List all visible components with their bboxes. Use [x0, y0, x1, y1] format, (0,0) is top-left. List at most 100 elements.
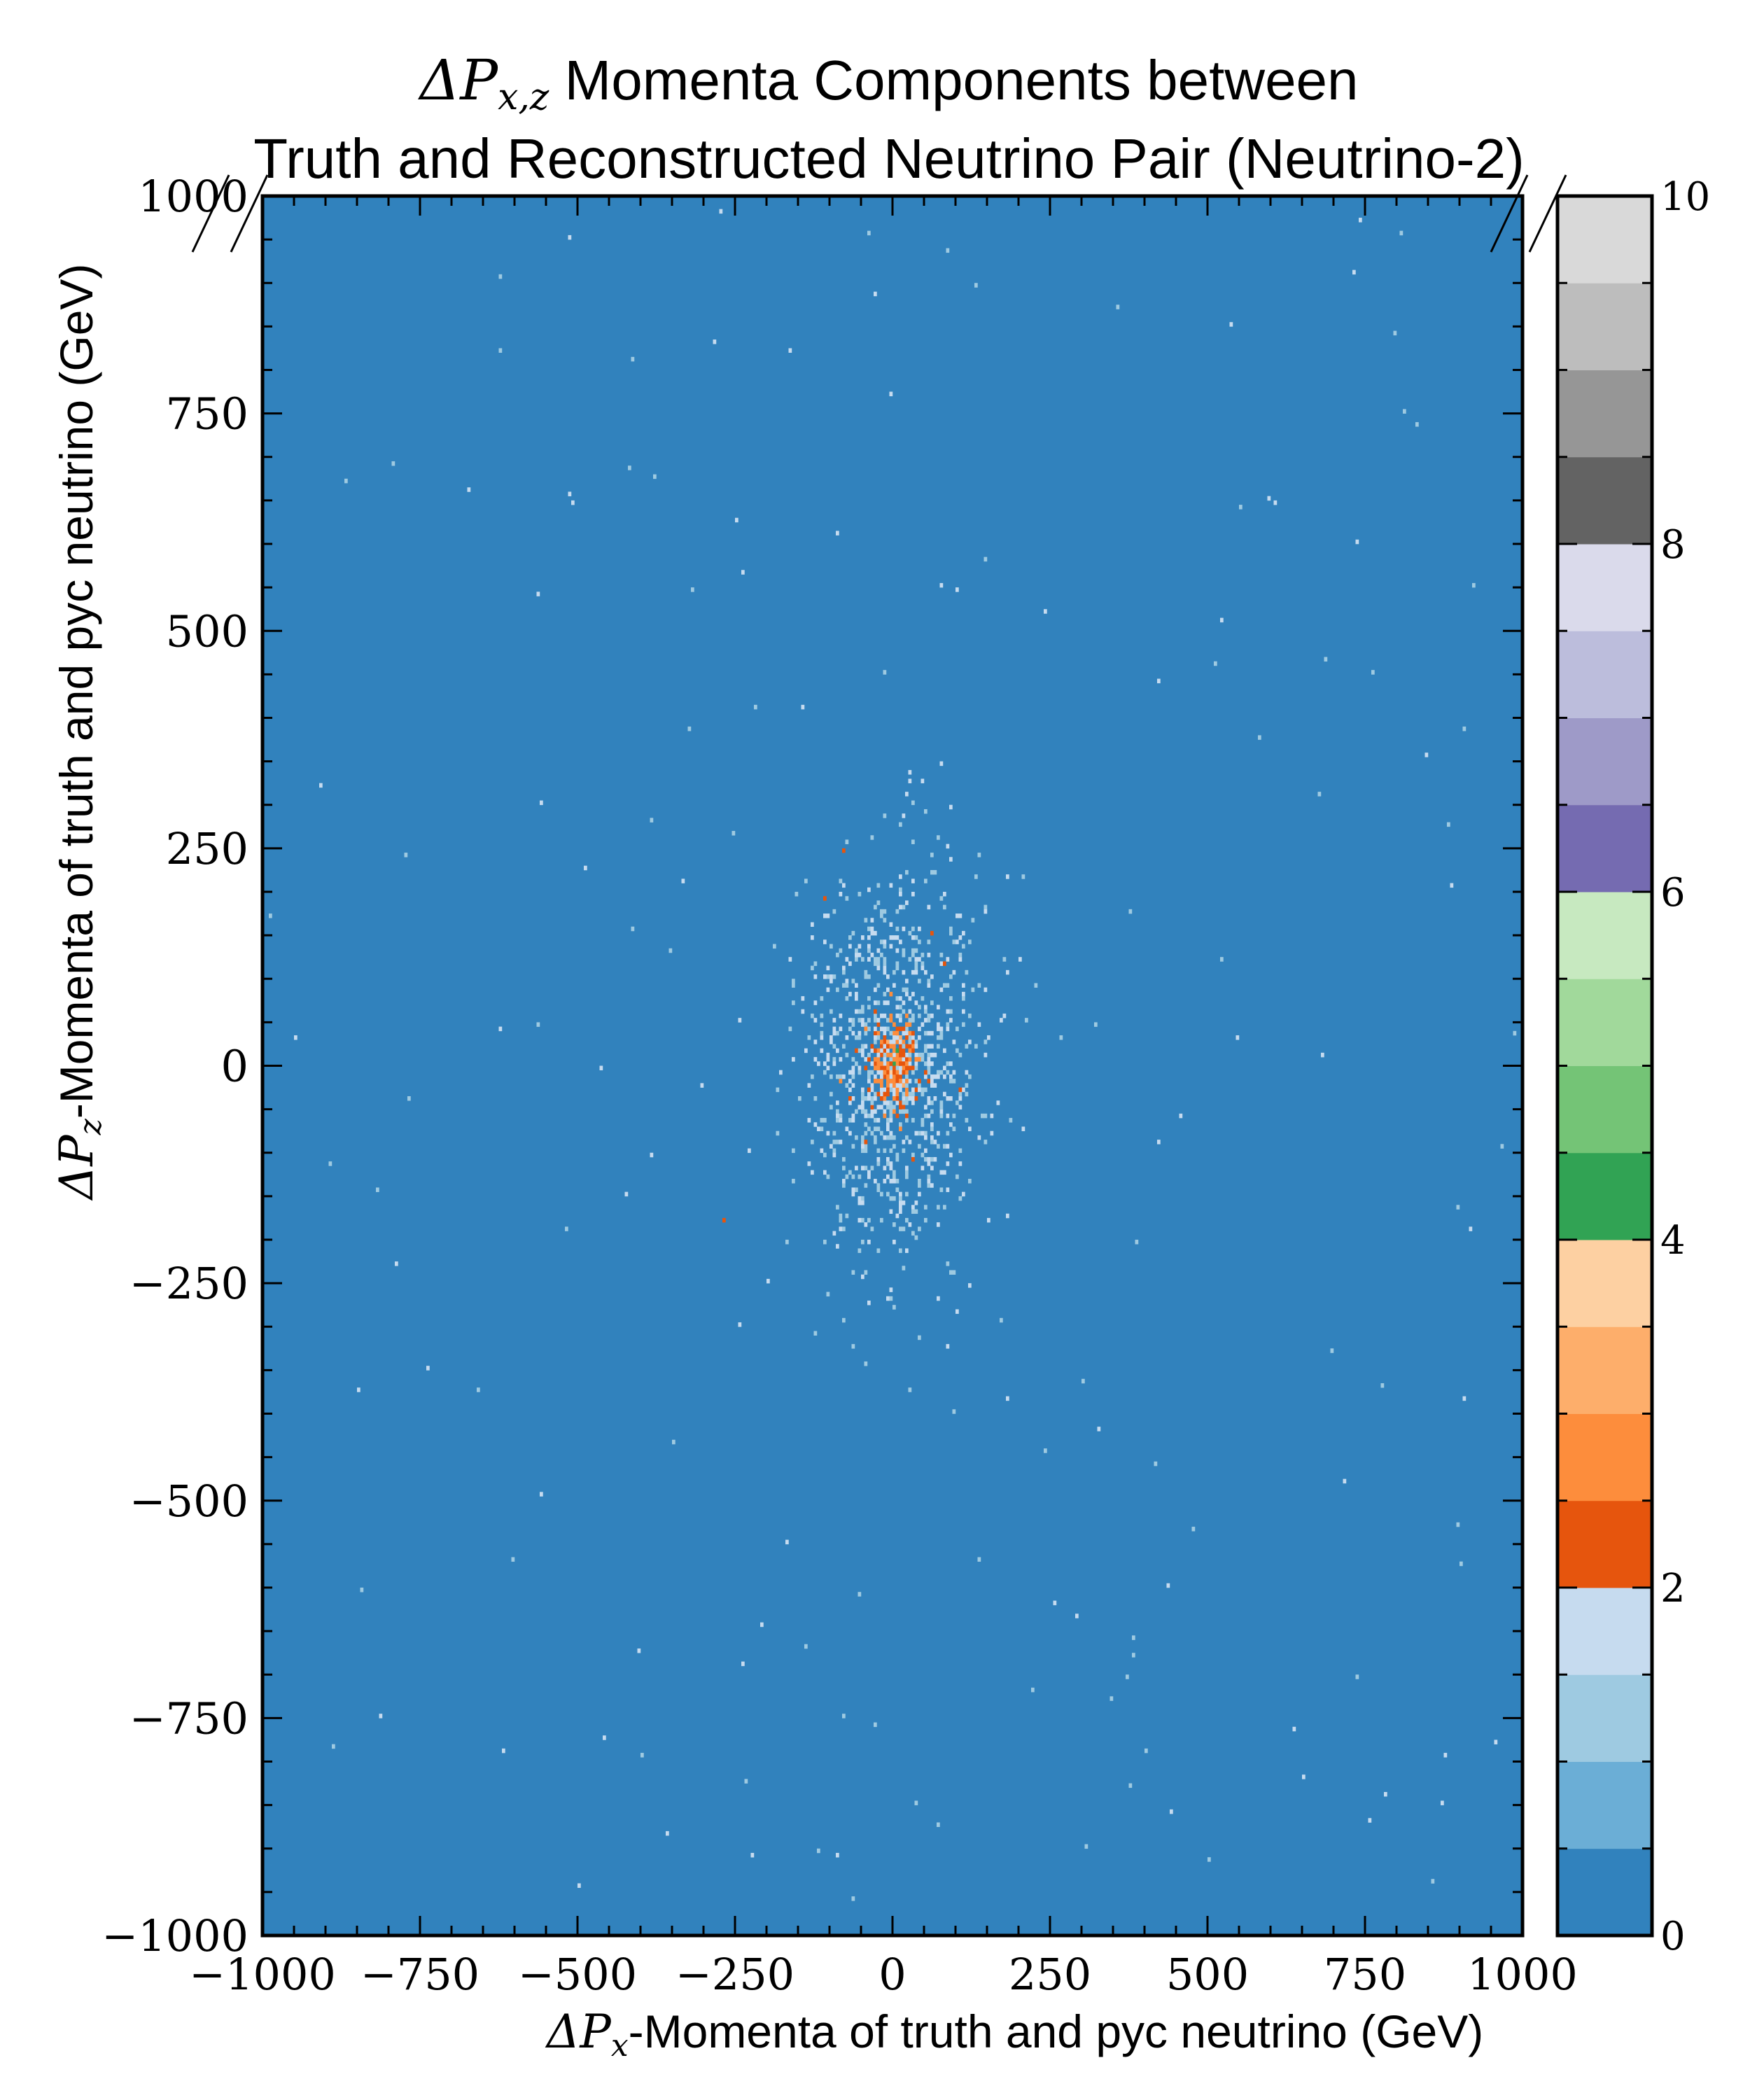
histogram-cell [807, 1161, 811, 1166]
histogram-cell [908, 1079, 912, 1084]
histogram-cell [899, 1196, 902, 1201]
histogram-cell [930, 1100, 934, 1105]
histogram-cell [836, 1113, 839, 1119]
histogram-cell [908, 1052, 912, 1058]
histogram-cell [892, 1030, 896, 1036]
histogram-cell [880, 1013, 883, 1018]
histogram-cell [874, 1096, 877, 1101]
histogram-cell [883, 1096, 887, 1101]
histogram-cell [889, 883, 893, 888]
histogram-cell [908, 1040, 912, 1044]
histogram-cell [1352, 270, 1356, 275]
histogram-cell [889, 1296, 893, 1301]
histogram-cell [883, 1109, 887, 1114]
histogram-cell [899, 1026, 902, 1032]
histogram-cell [892, 1305, 896, 1310]
histogram-cell [360, 1588, 364, 1592]
histogram-cell [851, 1074, 855, 1079]
histogram-cell [927, 1179, 931, 1184]
histogram-cell [540, 1492, 543, 1497]
histogram-cell [867, 996, 871, 1001]
histogram-cell [861, 1052, 864, 1058]
histogram-cell [905, 869, 909, 875]
histogram-cell [918, 1057, 921, 1062]
histogram-cell [889, 944, 893, 949]
histogram-cell [902, 1148, 906, 1154]
histogram-cell [883, 957, 887, 962]
histogram-cell [883, 918, 887, 923]
histogram-cell [924, 1087, 927, 1093]
histogram-cell [741, 1661, 745, 1667]
histogram-cell [892, 1040, 896, 1044]
histogram-cell [955, 1026, 959, 1032]
histogram-cell [851, 1270, 855, 1275]
histogram-cell [823, 1240, 827, 1245]
histogram-cell [855, 996, 858, 1001]
histogram-cell [1006, 969, 1009, 975]
histogram-cell [836, 1074, 839, 1079]
histogram-cell [823, 939, 827, 944]
histogram-cell [1082, 1378, 1085, 1384]
histogram-cell [924, 1070, 927, 1075]
histogram-cell [874, 1126, 877, 1131]
histogram-cell [883, 961, 887, 966]
histogram-cell [895, 935, 899, 940]
histogram-cell [924, 808, 927, 814]
histogram-cell [965, 1083, 969, 1088]
histogram-cell [823, 1061, 827, 1066]
histogram-cell [876, 1079, 881, 1084]
histogram-cell [864, 1030, 868, 1036]
histogram-cell [820, 1048, 824, 1054]
histogram-cell [813, 961, 818, 966]
histogram-cell [1447, 822, 1450, 827]
histogram-cell [1399, 230, 1404, 236]
histogram-cell [631, 356, 635, 362]
histogram-cell [914, 935, 918, 940]
histogram-cell [895, 1052, 899, 1058]
histogram-cell [889, 1040, 893, 1044]
histogram-cell [845, 1083, 849, 1088]
histogram-cell [911, 1018, 915, 1023]
histogram-cell [886, 974, 890, 979]
histogram-cell [1239, 505, 1242, 510]
histogram-cell [1097, 1427, 1101, 1432]
histogram-cell [754, 704, 757, 710]
histogram-cell [836, 1852, 839, 1858]
colorbar-tick-label: 6 [1660, 870, 1686, 916]
colorbar-tick-label: 4 [1660, 1218, 1686, 1264]
histogram-cell [895, 1179, 899, 1184]
histogram-cell [905, 1113, 909, 1119]
histogram-cell [851, 1344, 855, 1349]
histogram-cell [918, 1004, 921, 1010]
histogram-cell [952, 1409, 956, 1414]
histogram-cell [943, 983, 946, 988]
histogram-cell [788, 1026, 792, 1032]
histogram-cell [826, 913, 830, 918]
histogram-cell [889, 1061, 893, 1066]
histogram-cell [958, 1148, 962, 1154]
histogram-cell [1469, 1226, 1473, 1231]
histogram-cell [628, 465, 631, 470]
histogram-cell [899, 1065, 902, 1071]
histogram-cell [883, 1026, 887, 1032]
histogram-cell [1006, 874, 1009, 879]
y-axis-ticks: −1000 −750 −500 −250 0 250 500 750 1000 [102, 171, 1522, 1961]
histogram-cell [880, 913, 883, 918]
histogram-cell [902, 1091, 906, 1097]
histogram-cell [744, 1779, 748, 1784]
histogram-cell [738, 1018, 742, 1023]
histogram-cell [949, 1152, 953, 1158]
histogram-cell [946, 1009, 950, 1014]
histogram-cell [672, 1439, 676, 1445]
histogram-cell [965, 1118, 969, 1123]
histogram-cell [792, 979, 795, 983]
histogram-cell [1324, 657, 1328, 662]
histogram-cell [874, 1118, 877, 1123]
histogram-cell [880, 1096, 883, 1101]
histogram-cell [1128, 1783, 1133, 1788]
histogram-cell [958, 1196, 962, 1201]
histogram-cell [914, 1800, 918, 1805]
histogram-cell [892, 1057, 896, 1062]
histogram-cell [855, 1061, 858, 1066]
histogram-cell [939, 987, 944, 993]
